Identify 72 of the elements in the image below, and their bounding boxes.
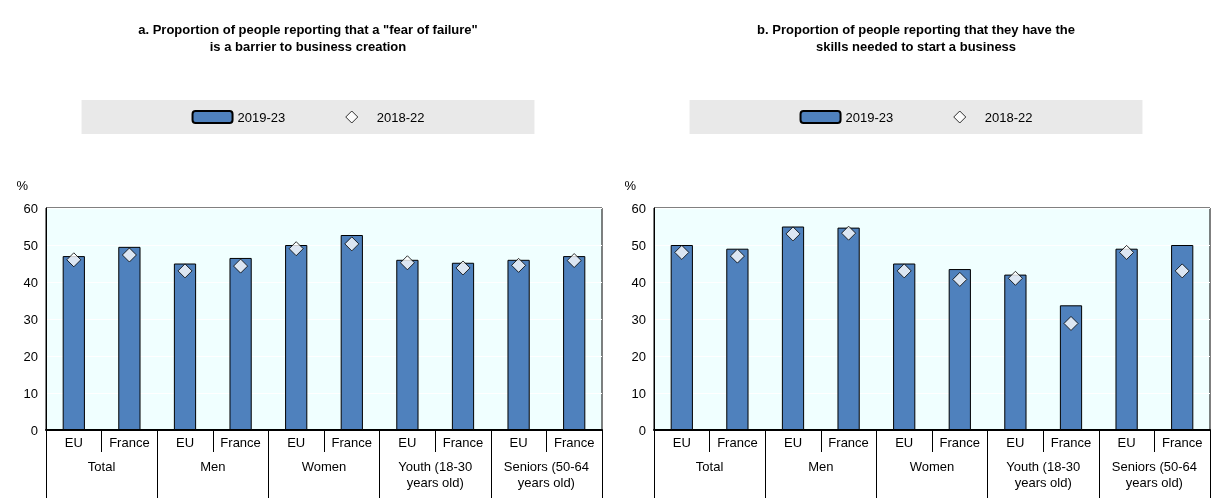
y-axis-title: % xyxy=(624,178,637,193)
legend-label: 2018-22 xyxy=(984,109,1033,125)
point xyxy=(674,244,690,260)
point xyxy=(344,236,360,252)
text: Youth (18-30 years old) xyxy=(1006,458,1081,490)
legend-label: 2019-23 xyxy=(845,109,894,125)
point xyxy=(841,225,857,241)
x-tick-label: EU xyxy=(509,435,528,450)
y-tick-label: 60 xyxy=(631,200,646,216)
x-tick-label: EU xyxy=(783,435,803,450)
point xyxy=(233,258,249,274)
x-tick-label: France xyxy=(1161,435,1203,450)
y-tick-label: 30 xyxy=(23,311,38,327)
y-tick-label: 30 xyxy=(631,311,646,327)
point xyxy=(121,247,137,263)
point xyxy=(177,263,193,279)
y-tick-label: 50 xyxy=(631,237,646,253)
x-tick-label: France xyxy=(331,435,373,450)
point xyxy=(896,263,912,279)
y-tick-label: 60 xyxy=(23,200,38,216)
y-tick-label: 0 xyxy=(638,422,646,438)
x-tick-label: EU xyxy=(287,435,306,450)
point xyxy=(455,260,471,276)
x-tick-label: France xyxy=(553,435,595,450)
point xyxy=(952,271,968,287)
x-tick-label: France xyxy=(939,435,981,450)
text: Men xyxy=(808,458,834,474)
legend-label: 2019-23 xyxy=(237,109,286,125)
text: Youth (18-30 years old) xyxy=(398,458,473,490)
text: Women xyxy=(909,458,955,474)
y-tick-label: 0 xyxy=(30,422,38,438)
y-tick-label: 40 xyxy=(631,274,646,290)
y-tick-label: 20 xyxy=(631,348,646,364)
point xyxy=(729,248,745,264)
x-tick-label: EU xyxy=(672,435,691,450)
x-tick-label: EU xyxy=(64,435,83,450)
point xyxy=(1063,315,1079,331)
y-tick-label: 10 xyxy=(631,385,646,401)
point xyxy=(288,241,304,257)
chart-title: b. Proportion of people reporting that they have the skills needed to start a business xyxy=(757,22,1075,54)
chart-title: a. Proportion of people reporting that a "fear of failure" is a barrier to business creation xyxy=(138,22,478,54)
point xyxy=(1007,270,1023,286)
x-tick-label: France xyxy=(109,435,150,450)
text: Men xyxy=(200,458,226,474)
x-tick-label: EU xyxy=(175,435,195,450)
y-tick-label: 10 xyxy=(23,385,38,401)
x-tick-label: EU xyxy=(398,435,417,450)
x-tick-label: France xyxy=(442,435,484,450)
x-tick-label: France xyxy=(828,435,869,450)
point xyxy=(66,252,82,268)
y-tick-label: 20 xyxy=(23,348,38,364)
text: Seniors (50-64 years old) xyxy=(503,458,590,490)
point xyxy=(511,257,527,273)
x-tick-label: France xyxy=(1050,435,1092,450)
x-tick-label: France xyxy=(220,435,261,450)
text: Seniors (50-64 years old) xyxy=(1111,458,1198,490)
point xyxy=(1174,263,1190,279)
point xyxy=(1119,244,1135,260)
y-tick-label: 50 xyxy=(23,237,38,253)
y-axis-title: % xyxy=(16,178,29,193)
text: Women xyxy=(301,458,347,474)
x-tick-label: EU xyxy=(1006,435,1025,450)
point xyxy=(399,255,415,271)
y-tick-label: 40 xyxy=(23,274,38,290)
point xyxy=(566,253,582,269)
legend-label: 2018-22 xyxy=(376,109,425,125)
x-tick-label: EU xyxy=(895,435,914,450)
text: Total xyxy=(87,458,116,474)
x-tick-label: EU xyxy=(1117,435,1136,450)
text: Total xyxy=(695,458,724,474)
x-tick-label: France xyxy=(717,435,758,450)
point xyxy=(785,226,801,242)
